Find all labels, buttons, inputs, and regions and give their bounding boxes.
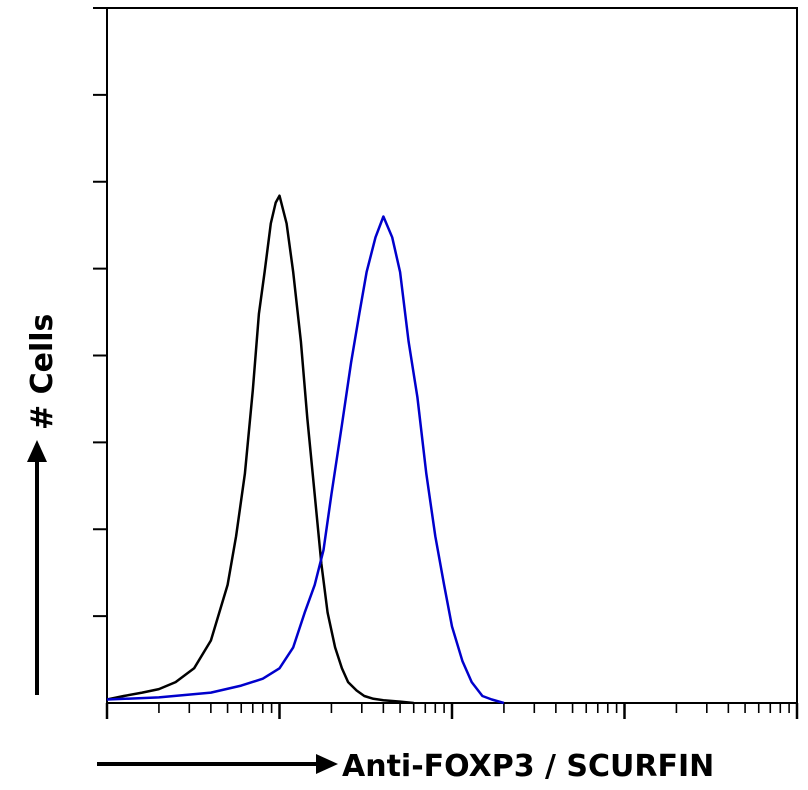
histogram-series-2 bbox=[106, 215, 505, 705]
y-axis-arrowhead bbox=[27, 440, 47, 462]
x-axis-ticks bbox=[105, 703, 799, 719]
plot-frame bbox=[106, 7, 798, 704]
x-axis-title: Anti-FOXP3 / SCURFIN bbox=[342, 749, 714, 784]
series-layer bbox=[106, 194, 505, 705]
y-axis-ticks bbox=[93, 7, 107, 618]
y-axis-title: # Cells bbox=[25, 314, 60, 430]
histogram-series-1 bbox=[106, 194, 414, 705]
x-axis-arrowhead bbox=[316, 754, 338, 774]
